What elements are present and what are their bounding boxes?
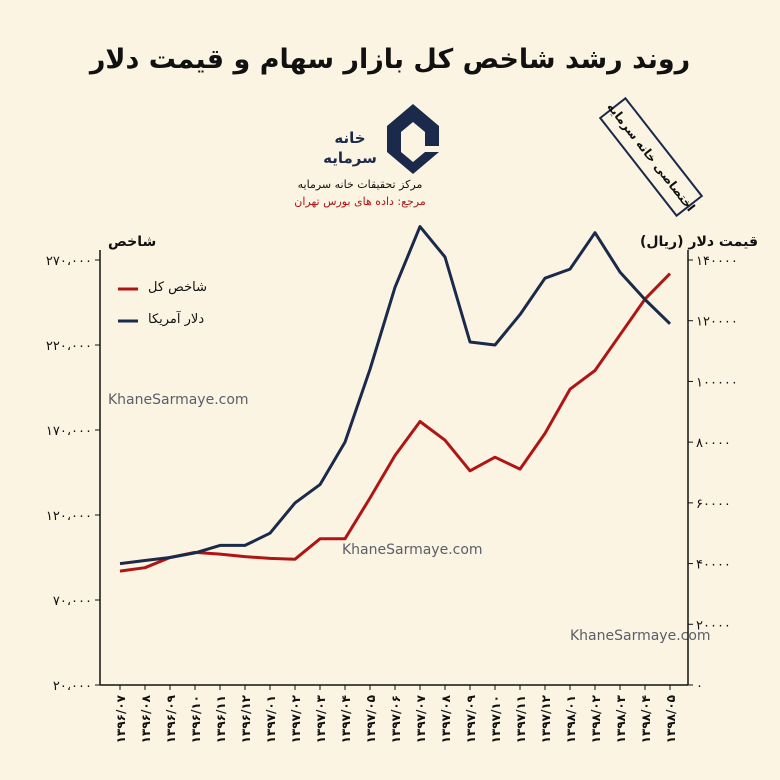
legend-dollar-line <box>118 319 138 323</box>
legend-label-index: شاخص کل <box>148 280 207 295</box>
x-tick-label: ۱۳۹۸/۰۳ <box>614 694 628 743</box>
right-tick-label: ۴۰۰۰۰ <box>696 558 731 573</box>
x-tick-label: ۱۳۹۷/۰۴ <box>339 695 353 743</box>
watermark-2: KhaneSarmaye.com <box>342 542 483 558</box>
left-axis-title: شاخص <box>108 234 157 250</box>
left-tick-label: ۷۰،۰۰۰ <box>53 594 92 609</box>
left-tick-label: ۲۲۰،۰۰۰ <box>46 339 92 354</box>
x-tick-label: ۱۳۹۶/۱۱ <box>214 695 228 743</box>
watermark-1: KhaneSarmaye.com <box>108 392 249 408</box>
x-tick-label: ۱۳۹۷/۱۰ <box>489 695 503 743</box>
x-tick-label: ۱۳۹۸/۰۲ <box>589 694 603 743</box>
right-tick-label: ۱۴۰۰۰۰ <box>696 254 738 269</box>
left-tick-label: ۱۲۰،۰۰۰ <box>46 509 92 524</box>
x-tick-label: ۱۳۹۷/۰۸ <box>439 694 453 743</box>
x-tick-label: ۱۳۹۷/۰۳ <box>314 694 328 743</box>
logo-line2: سرمایه <box>323 149 377 167</box>
left-tick-label: ۲۷۰،۰۰۰ <box>46 254 92 269</box>
right-axis-title: قیمت دلار (ریال) <box>640 234 759 250</box>
x-tick-label: ۱۳۹۸/۰۴ <box>639 695 653 743</box>
source-block: مرکز تحقیقات خانه سرمایه مرجع: داده های … <box>260 176 460 210</box>
source-line1: مرکز تحقیقات خانه سرمایه <box>297 178 423 191</box>
watermark-3: KhaneSarmaye.com <box>570 628 711 644</box>
x-tick-label: ۱۳۹۶/۰۹ <box>164 694 178 743</box>
chart-title: روند رشد شاخص کل بازار سهام و قیمت دلار <box>89 44 691 75</box>
x-tick-label: ۱۳۹۸/۰۵ <box>664 695 678 743</box>
x-tick-label: ۱۳۹۶/۰۷ <box>114 694 128 743</box>
x-tick-label: ۱۳۹۷/۱۱ <box>514 695 528 743</box>
source-line2: مرجع: داده های بورس تهران <box>294 195 426 208</box>
right-tick-label: ۸۰۰۰۰ <box>696 436 731 451</box>
right-tick-label: ۱۲۰۰۰۰ <box>696 315 738 330</box>
right-tick-label: ۱۰۰۰۰۰ <box>696 375 738 390</box>
x-tick-label: ۱۳۹۷/۰۲ <box>289 694 303 743</box>
right-tick-label: ۲۰۰۰۰ <box>696 618 731 633</box>
x-tick-label: ۱۳۹۷/۱۲ <box>539 694 553 743</box>
x-tick-label: ۱۳۹۸/۰۱ <box>564 695 578 743</box>
logo-icon <box>387 104 439 174</box>
logo-line1: خانه <box>334 129 366 147</box>
x-tick-label: ۱۳۹۶/۱۰ <box>189 695 203 743</box>
left-tick-label: ۲۰،۰۰۰ <box>53 679 92 694</box>
x-tick-label: ۱۳۹۷/۰۱ <box>264 695 278 743</box>
x-tick-label: ۱۳۹۷/۰۷ <box>414 694 428 743</box>
left-tick-label: ۱۷۰،۰۰۰ <box>46 424 92 439</box>
series-line-dollar <box>119 225 672 566</box>
series-line-index <box>119 272 672 573</box>
logo-text: خانه سرمایه <box>310 128 390 168</box>
legend-index-line <box>118 287 138 291</box>
x-tick-label: ۱۳۹۷/۰۵ <box>364 695 378 743</box>
right-tick-label: ۶۰۰۰۰ <box>696 497 731 512</box>
right-tick-label: ۰ <box>696 679 703 694</box>
x-tick-label: ۱۳۹۷/۰۹ <box>464 694 478 743</box>
x-tick-label: ۱۳۹۶/۰۸ <box>139 694 153 743</box>
x-tick-label: ۱۳۹۶/۱۲ <box>239 694 253 743</box>
legend-label-dollar: دلار آمریکا <box>148 312 205 327</box>
x-tick-label: ۱۳۹۷/۰۶ <box>389 695 403 743</box>
